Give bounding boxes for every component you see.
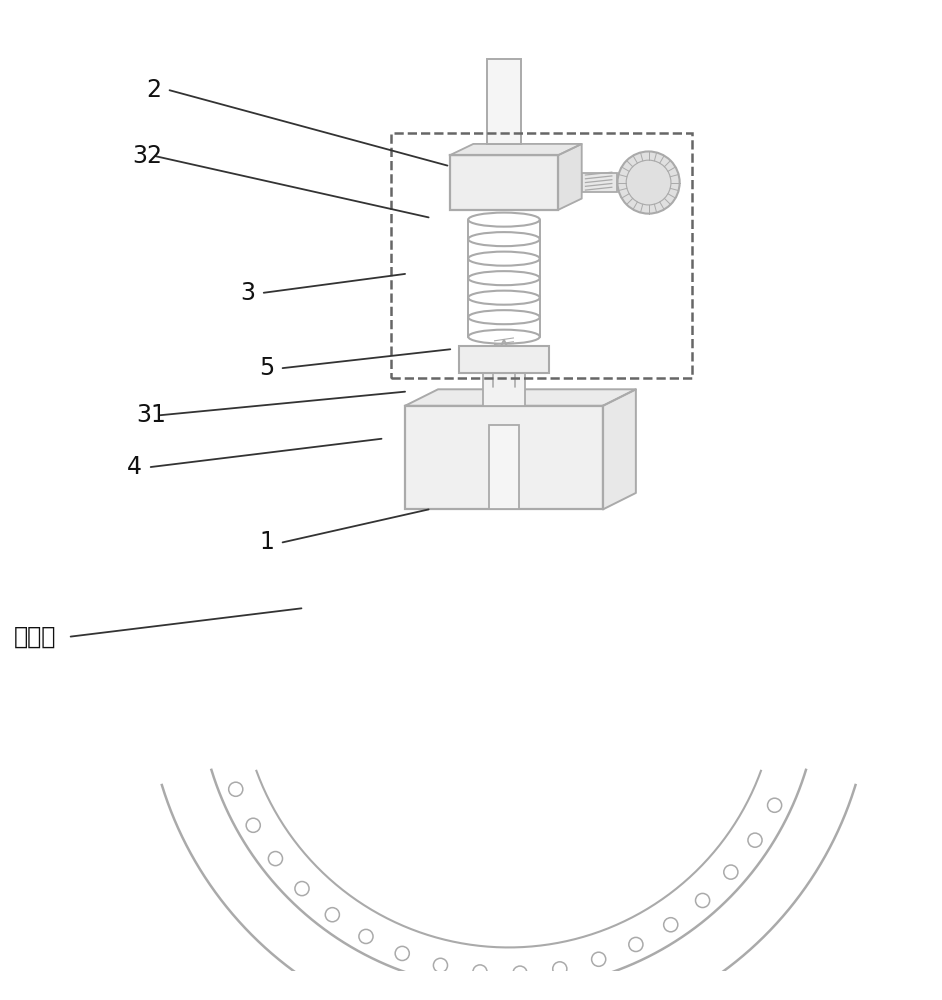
Text: 31: 31 (137, 403, 167, 427)
Text: 4: 4 (127, 455, 142, 479)
FancyBboxPatch shape (483, 373, 525, 406)
FancyBboxPatch shape (489, 425, 519, 509)
Text: 3: 3 (240, 281, 255, 305)
Text: 32: 32 (132, 144, 162, 168)
FancyBboxPatch shape (582, 173, 618, 192)
Text: 5: 5 (259, 356, 274, 380)
Polygon shape (450, 144, 582, 155)
Polygon shape (603, 389, 636, 509)
Polygon shape (558, 144, 582, 210)
Text: 骨组织: 骨组织 (14, 625, 57, 649)
Text: 1: 1 (259, 530, 274, 554)
FancyBboxPatch shape (450, 155, 558, 210)
FancyBboxPatch shape (405, 406, 603, 509)
FancyBboxPatch shape (487, 59, 521, 144)
Circle shape (618, 151, 680, 214)
Polygon shape (405, 389, 636, 406)
FancyBboxPatch shape (460, 346, 548, 373)
Text: 2: 2 (146, 78, 161, 102)
